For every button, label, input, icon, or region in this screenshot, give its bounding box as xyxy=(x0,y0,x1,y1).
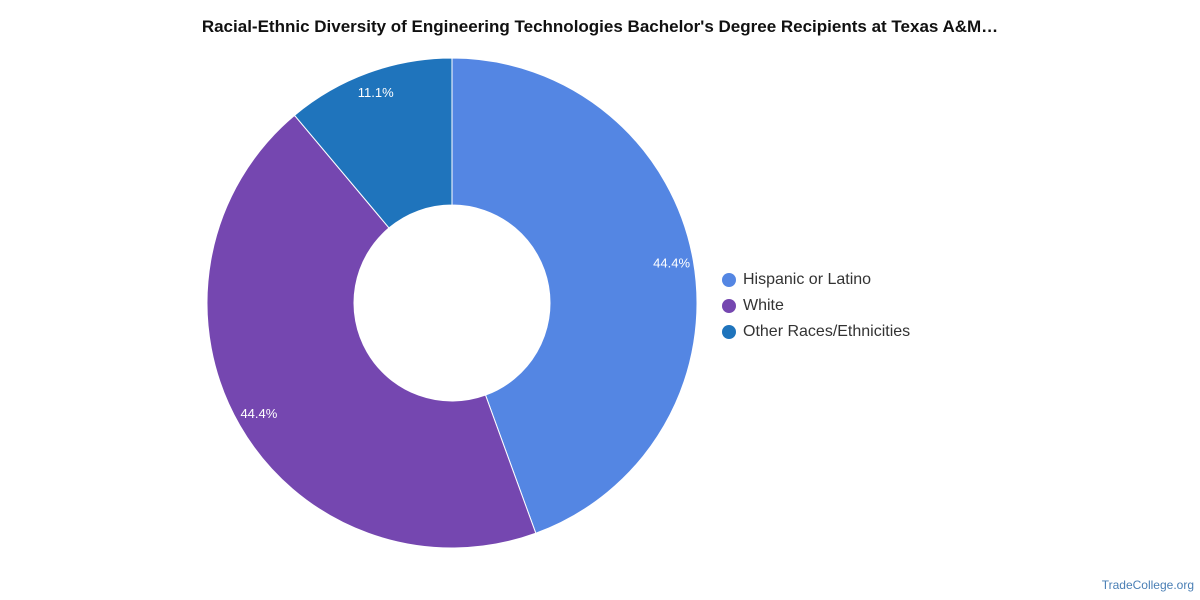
chart-legend: Hispanic or Latino White Other Races/Ethni… xyxy=(722,267,910,345)
data-label-other-races-ethnicities: 11.1% xyxy=(358,85,394,100)
legend-item-hispanic-or-latino[interactable]: Hispanic or Latino xyxy=(722,267,910,293)
data-label-white: 44.4% xyxy=(240,406,277,421)
legend-swatch xyxy=(722,273,736,287)
legend-label: Hispanic or Latino xyxy=(743,271,872,288)
legend-item-white[interactable]: White xyxy=(722,293,910,319)
slice-white[interactable] xyxy=(206,114,537,549)
legend-label: Other Races/Ethnicities xyxy=(743,323,911,340)
legend-item-other-races-ethnicities[interactable]: Other Races/Ethnicities xyxy=(722,319,910,345)
data-label-hispanic-or-latino: 44.4% xyxy=(653,256,690,271)
legend-label: White xyxy=(743,297,784,314)
chart-title: Racial-Ethnic Diversity of Engineering T… xyxy=(201,17,999,36)
slice-other-races-ethnicities[interactable] xyxy=(293,57,453,229)
legend-swatch xyxy=(722,325,736,339)
slice-hispanic-or-latino[interactable] xyxy=(451,57,698,534)
legend-swatch xyxy=(722,299,736,313)
watermark-link[interactable]: TradeCollege.org xyxy=(1101,578,1194,592)
